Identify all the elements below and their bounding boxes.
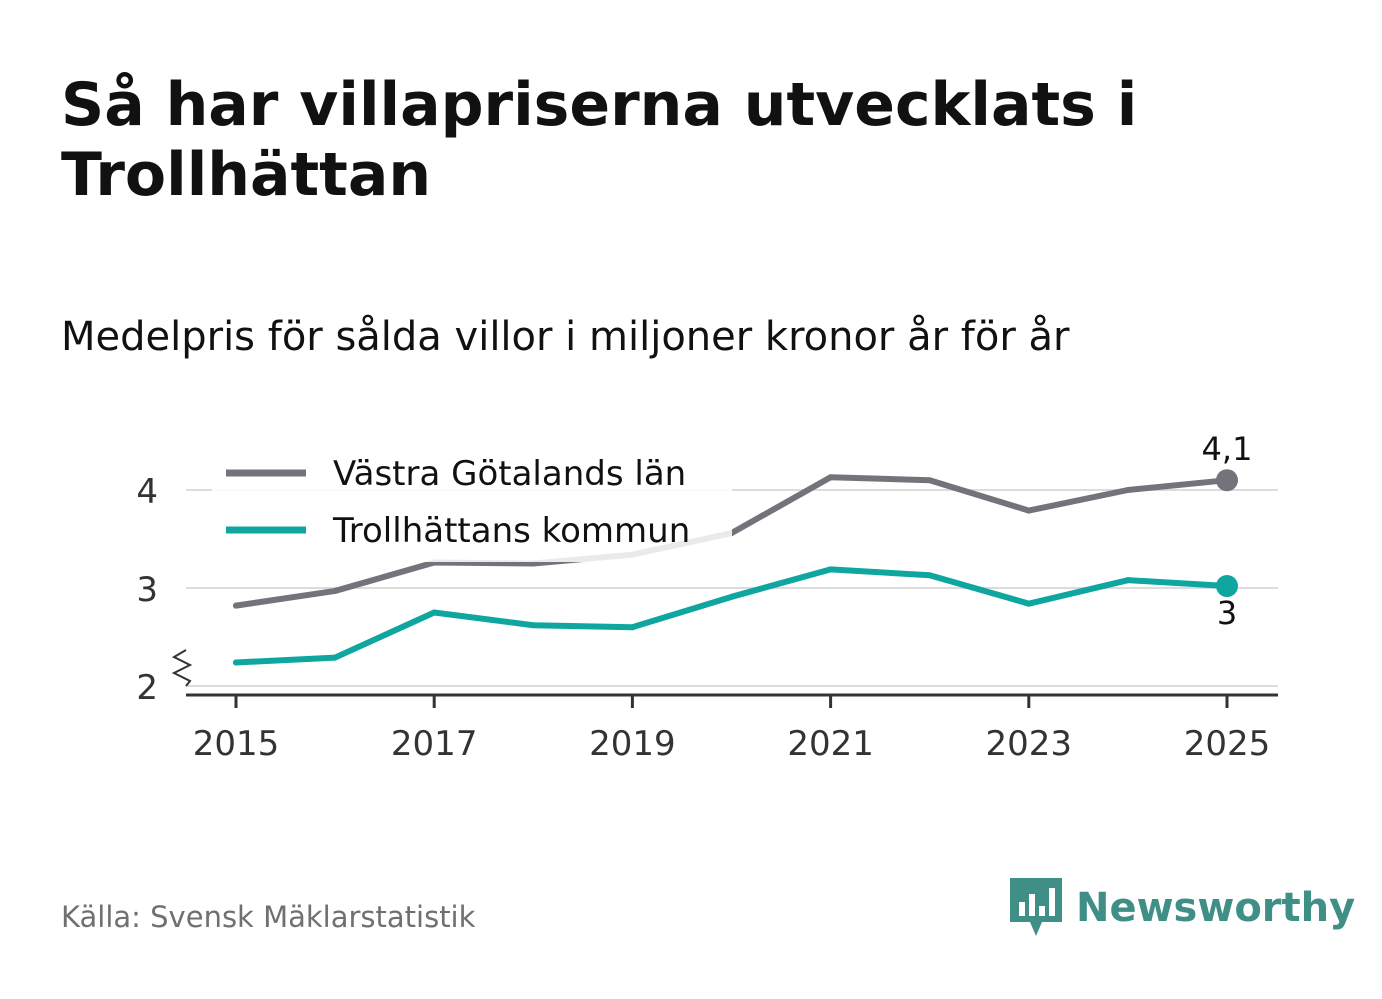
brand-logo: Newsworthy: [1010, 878, 1355, 938]
data-point-1-2021: [827, 566, 834, 573]
newsworthy-logo-icon: [1010, 878, 1062, 936]
chart-subtitle: Medelpris för sålda villor i miljoner kr…: [61, 314, 1070, 360]
source-note: Källa: Svensk Mäklarstatistik: [61, 900, 476, 934]
data-point-1-2017: [431, 609, 438, 616]
x-tick-label-2015: 2015: [193, 724, 280, 764]
data-point-0-2015: [233, 602, 239, 609]
data-point-1-2016: [332, 654, 339, 661]
legend-label-0: Västra Götalands län: [333, 454, 686, 494]
data-point-0-2022: [926, 477, 933, 484]
legend: Västra Götalands län Trollhättans kommun: [212, 444, 732, 562]
data-point-0-2023: [1025, 507, 1032, 514]
data-point-0-2024: [1124, 487, 1131, 493]
end-value-label-1: 3: [1217, 594, 1237, 632]
x-tick-label-2021: 2021: [787, 724, 874, 764]
data-point-1-2024: [1124, 577, 1131, 584]
data-point-1-2020: [728, 593, 735, 600]
chart-title: Så har villapriserna utvecklats i Trollh…: [61, 70, 1138, 210]
y-tick-label-2: 2: [136, 668, 158, 708]
axes: 2 3 4 2015 2017 2019 2021 2023 2025: [136, 472, 1278, 764]
data-point-1-2023: [1025, 600, 1032, 607]
legend-label-1: Trollhättans kommun: [332, 511, 690, 551]
data-point-1-2015: [233, 659, 239, 666]
data-point-0-2021: [827, 474, 834, 481]
end-marker-1: [1216, 575, 1238, 598]
x-tick-label-2019: 2019: [589, 724, 676, 764]
x-tick-label-2023: 2023: [986, 724, 1073, 764]
end-marker-0: [1216, 469, 1238, 492]
data-point-1-2019: [629, 624, 636, 631]
y-tick-label-3: 3: [136, 570, 158, 610]
series-line-1: [233, 566, 1230, 666]
end-value-label-0: 4,1: [1202, 430, 1253, 468]
data-point-1-2018: [530, 622, 537, 629]
x-tick-label-2017: 2017: [391, 724, 478, 764]
data-point-1-2022: [926, 572, 933, 579]
y-tick-label-4: 4: [136, 472, 158, 512]
y-axis-break: [171, 649, 193, 687]
data-point-0-2016: [332, 587, 339, 594]
x-tick-label-2025: 2025: [1184, 724, 1271, 764]
brand-name: Newsworthy: [1076, 885, 1356, 931]
legend-background: [212, 444, 732, 562]
end-labels: 4,13: [1202, 430, 1253, 632]
